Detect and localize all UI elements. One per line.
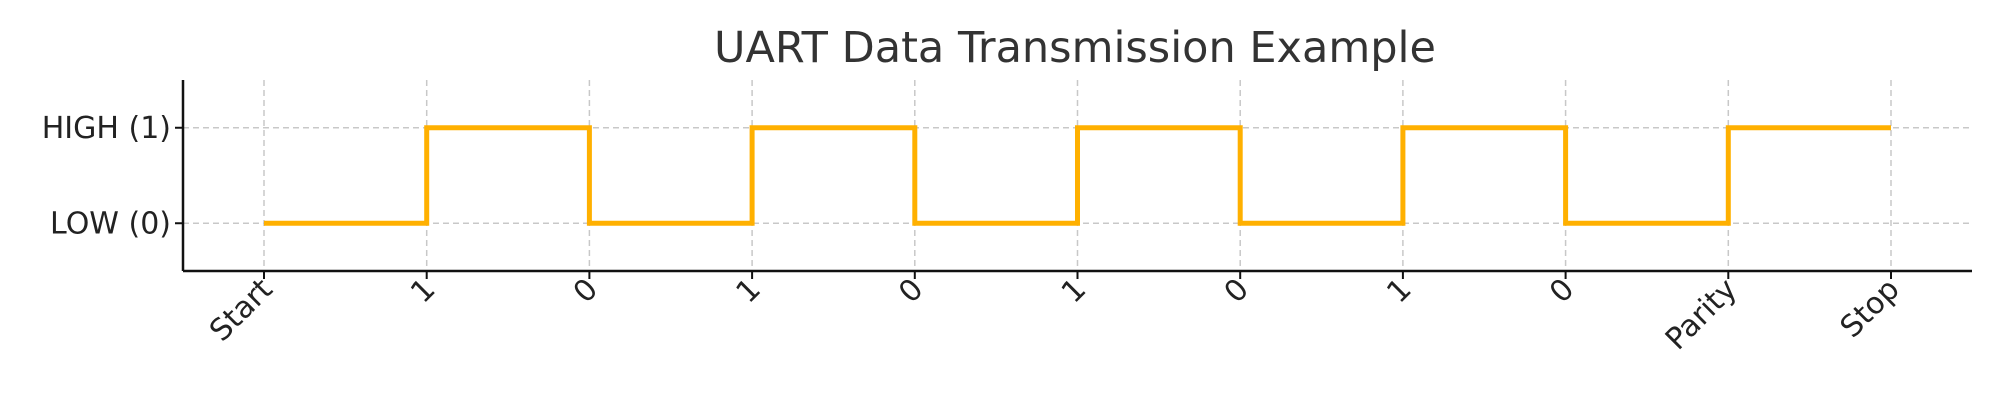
axes — [175, 80, 1972, 279]
tick-labels: LOW (0) HIGH (1) Start 1 0 1 0 1 0 1 0 Parity Stop — [42, 111, 1907, 357]
x-tick-label: 1 — [404, 272, 442, 310]
x-tick-label: 0 — [1218, 272, 1256, 310]
chart-title: UART Data Transmission Example — [714, 23, 1436, 73]
x-tick-label: 0 — [1543, 272, 1581, 310]
x-tick-label: Stop — [1834, 272, 1907, 345]
x-tick-label: 0 — [892, 272, 930, 310]
y-tick-label: LOW (0) — [50, 206, 171, 241]
x-tick-label: 1 — [1380, 272, 1418, 310]
signal-line — [264, 125, 1891, 226]
x-tick-label: Parity — [1659, 272, 1744, 357]
x-tick-label: Start — [203, 272, 280, 349]
y-tick-label: HIGH (1) — [42, 111, 171, 146]
x-tick-label: 0 — [567, 272, 605, 310]
x-tick-label: 1 — [1055, 272, 1093, 310]
signal-series — [264, 125, 1891, 226]
x-tick-label: 1 — [730, 272, 768, 310]
